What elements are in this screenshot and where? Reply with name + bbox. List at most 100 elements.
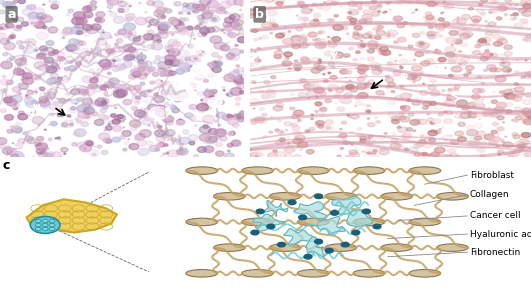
Circle shape xyxy=(24,98,36,105)
Circle shape xyxy=(342,138,346,141)
Circle shape xyxy=(148,125,150,126)
Circle shape xyxy=(438,18,444,21)
Circle shape xyxy=(1,61,12,69)
Circle shape xyxy=(224,11,228,14)
Circle shape xyxy=(477,40,487,45)
Circle shape xyxy=(110,12,117,17)
Circle shape xyxy=(324,120,333,124)
Circle shape xyxy=(57,77,62,80)
Circle shape xyxy=(86,26,98,34)
Circle shape xyxy=(63,27,72,34)
Circle shape xyxy=(285,154,293,158)
Circle shape xyxy=(505,0,511,2)
Circle shape xyxy=(386,2,390,5)
Circle shape xyxy=(258,60,261,62)
Circle shape xyxy=(241,68,246,71)
Circle shape xyxy=(473,50,481,55)
Circle shape xyxy=(288,200,296,205)
Circle shape xyxy=(280,131,283,133)
Circle shape xyxy=(360,139,366,142)
Circle shape xyxy=(178,50,190,58)
Circle shape xyxy=(517,144,526,149)
Circle shape xyxy=(482,52,492,58)
Circle shape xyxy=(419,90,429,95)
Circle shape xyxy=(345,70,352,74)
Circle shape xyxy=(173,41,181,47)
Circle shape xyxy=(295,135,305,140)
Circle shape xyxy=(434,50,441,53)
Circle shape xyxy=(328,62,335,66)
Circle shape xyxy=(506,103,513,107)
Circle shape xyxy=(0,138,7,145)
Circle shape xyxy=(46,40,54,46)
Circle shape xyxy=(443,119,452,124)
Circle shape xyxy=(107,72,111,75)
Circle shape xyxy=(447,149,456,153)
Circle shape xyxy=(187,68,193,71)
Circle shape xyxy=(278,49,281,50)
Circle shape xyxy=(412,76,421,81)
Circle shape xyxy=(32,116,44,124)
Circle shape xyxy=(255,52,256,53)
Circle shape xyxy=(361,44,366,47)
Circle shape xyxy=(138,60,143,64)
Circle shape xyxy=(315,96,319,98)
Circle shape xyxy=(399,59,408,64)
Circle shape xyxy=(521,76,525,78)
Circle shape xyxy=(429,78,431,79)
Circle shape xyxy=(44,57,54,63)
Circle shape xyxy=(318,125,323,128)
Circle shape xyxy=(213,5,224,12)
Circle shape xyxy=(522,11,531,16)
Circle shape xyxy=(40,66,44,69)
Circle shape xyxy=(340,5,342,7)
Circle shape xyxy=(74,47,80,51)
Circle shape xyxy=(123,99,132,105)
Circle shape xyxy=(88,84,93,88)
Circle shape xyxy=(180,57,189,63)
Circle shape xyxy=(104,92,112,96)
Circle shape xyxy=(319,95,322,97)
Polygon shape xyxy=(262,200,288,216)
Circle shape xyxy=(235,44,238,47)
Circle shape xyxy=(223,22,232,27)
Circle shape xyxy=(485,31,493,35)
Circle shape xyxy=(45,92,56,99)
Circle shape xyxy=(279,138,285,141)
Circle shape xyxy=(98,97,102,100)
Circle shape xyxy=(158,133,160,134)
Circle shape xyxy=(83,95,86,97)
Circle shape xyxy=(160,73,165,76)
Circle shape xyxy=(298,92,307,97)
Circle shape xyxy=(74,40,83,46)
Circle shape xyxy=(15,143,20,146)
Circle shape xyxy=(513,24,523,29)
Circle shape xyxy=(504,143,514,149)
Circle shape xyxy=(70,33,72,34)
Circle shape xyxy=(80,144,91,152)
Circle shape xyxy=(336,88,344,93)
Circle shape xyxy=(315,42,326,49)
Circle shape xyxy=(408,45,413,48)
Circle shape xyxy=(319,30,326,34)
Circle shape xyxy=(304,85,311,88)
Circle shape xyxy=(174,97,182,102)
Circle shape xyxy=(129,143,139,150)
Circle shape xyxy=(96,11,105,18)
Circle shape xyxy=(479,140,487,145)
Circle shape xyxy=(106,63,108,64)
Circle shape xyxy=(170,106,177,110)
Circle shape xyxy=(392,148,397,151)
Circle shape xyxy=(438,57,446,62)
Circle shape xyxy=(49,57,53,59)
Circle shape xyxy=(305,130,310,133)
Circle shape xyxy=(25,100,37,108)
Circle shape xyxy=(299,3,304,6)
Polygon shape xyxy=(318,217,345,234)
Circle shape xyxy=(491,111,496,113)
Circle shape xyxy=(427,1,436,6)
Circle shape xyxy=(106,49,114,54)
Circle shape xyxy=(108,0,111,2)
Circle shape xyxy=(156,105,165,111)
Circle shape xyxy=(166,152,169,154)
